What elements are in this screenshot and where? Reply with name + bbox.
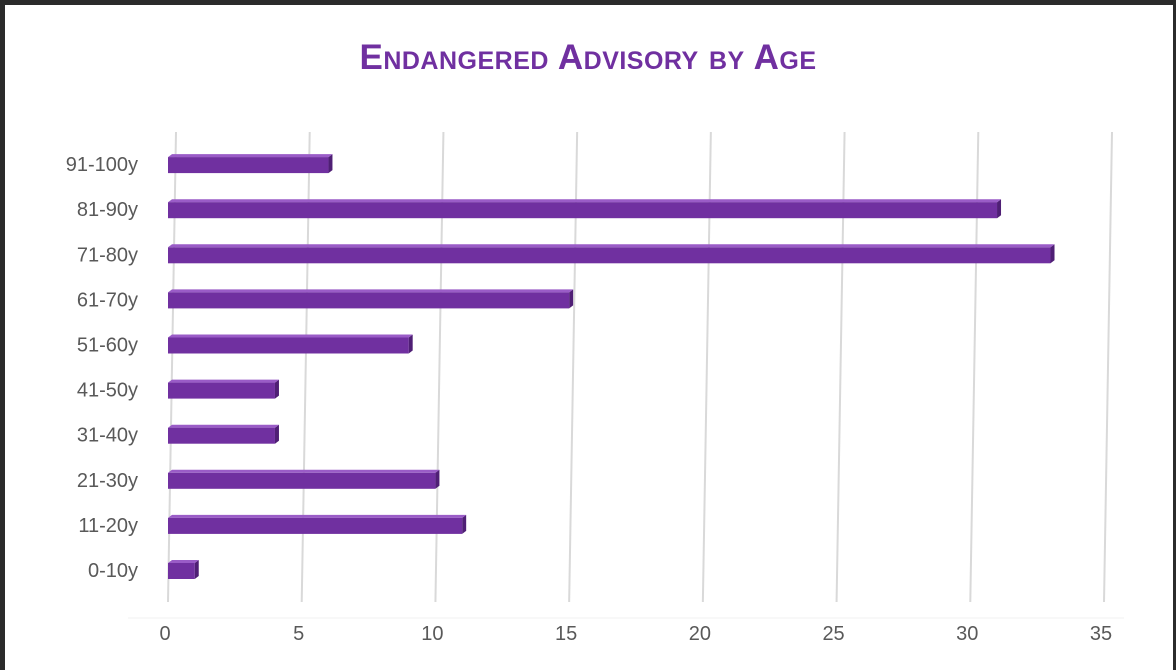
bar-top [168,289,574,293]
y-tick-label: 41-50y [77,380,138,402]
bar-side [328,154,333,174]
bar-side [274,379,279,399]
bar-face [168,472,436,489]
y-tick-label: 71-80y [77,244,138,266]
bar-top [168,379,279,383]
y-tick-label: 91-100y [66,154,138,176]
x-tick-label: 15 [555,623,577,645]
bar-face [168,382,275,399]
bar-top [168,154,333,158]
bar-top [168,244,1055,248]
y-tick-label: 61-70y [77,289,138,311]
bar [168,199,1002,219]
bar [168,154,333,174]
bar [168,514,467,534]
bar [168,334,413,354]
bar-side [569,289,574,309]
bar-side [435,469,440,489]
gridline [1103,131,1113,603]
bar-face [168,247,1051,264]
bar [168,424,279,444]
x-tick-label: 25 [822,623,844,645]
y-tick-label: 21-30y [77,470,138,492]
bar-top [168,514,467,518]
y-tick-label: 81-90y [77,199,138,221]
x-tick-label: 30 [956,623,978,645]
y-tick-label: 51-60y [77,335,138,357]
bar-side [194,560,199,579]
bar-face [168,337,409,354]
bar [168,560,199,579]
bar-side [462,514,467,534]
bar [168,469,440,489]
bar-face [168,292,570,309]
y-tick-label: 31-40y [77,425,138,447]
bar-top [168,469,440,473]
bar-face [168,202,998,219]
x-tick-label: 20 [689,623,711,645]
bar [168,244,1055,264]
chart-title: Endangered Advisory by Age [359,38,817,77]
bar-face [168,157,329,174]
x-tick-label: 35 [1090,623,1112,645]
x-tick-label: 10 [421,623,443,645]
x-tick-label: 0 [159,623,170,645]
bar [168,379,279,399]
bar [168,289,574,309]
bar-top [168,334,413,338]
y-tick-label: 0-10y [88,560,138,582]
bar-side [997,199,1002,219]
x-tick-label: 5 [293,623,304,645]
bar-top [168,560,199,563]
bar-side [274,424,279,444]
bars [168,154,1055,579]
bar-side [1050,244,1055,264]
bar-face [168,517,463,534]
y-tick-label: 11-20y [78,515,138,537]
bar-top [168,199,1002,203]
bar-side [408,334,413,354]
bar-face [168,563,195,579]
bar-face [168,427,275,444]
bar-top [168,424,279,428]
